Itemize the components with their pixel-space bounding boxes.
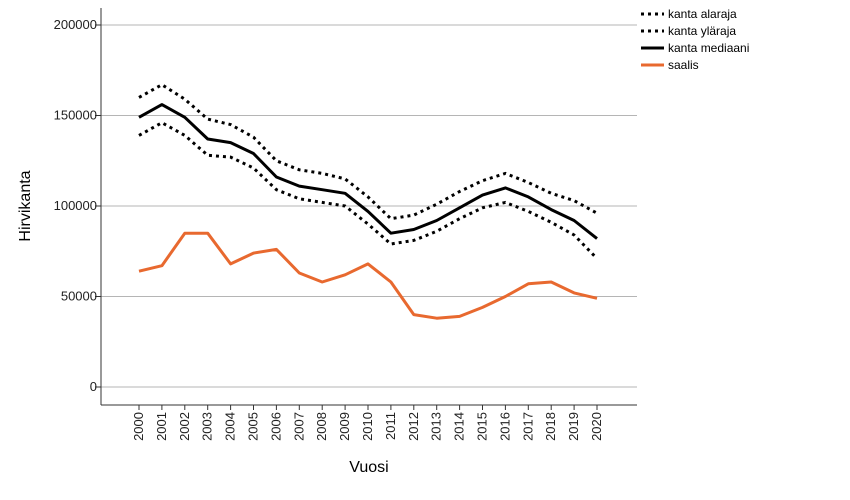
legend: kanta alaraja kanta yläraja kanta mediaani… bbox=[641, 7, 749, 72]
x-axis-title: Vuosi bbox=[349, 459, 388, 476]
series-line-1 bbox=[138, 121, 599, 260]
x-tick-label: 2019 bbox=[566, 412, 581, 441]
x-tick-label: 2015 bbox=[475, 412, 490, 441]
series-line-3 bbox=[138, 103, 598, 240]
series-line-4 bbox=[138, 231, 598, 320]
x-tick-label: 2003 bbox=[200, 412, 215, 441]
legend-label: kanta mediaani bbox=[668, 41, 749, 55]
legend-label: kanta alaraja bbox=[668, 7, 737, 21]
y-tick-label: 200000 bbox=[54, 17, 97, 32]
y-axis-title: Hirvikanta bbox=[17, 170, 34, 241]
x-tick-label: 2006 bbox=[268, 412, 283, 441]
x-tick-label: 2004 bbox=[223, 412, 238, 441]
y-axis-ticks: 0 50000 100000 150000 200000 bbox=[54, 17, 101, 394]
x-tick-label: 2014 bbox=[452, 412, 467, 441]
x-tick-label: 2002 bbox=[177, 412, 192, 441]
y-tick-label: 0 bbox=[90, 379, 97, 394]
legend-label: saalis bbox=[668, 58, 699, 72]
x-tick-label: 2011 bbox=[383, 412, 398, 440]
x-tick-label: 2020 bbox=[589, 412, 604, 441]
x-tick-label: 2001 bbox=[154, 412, 169, 441]
x-axis-ticks: 2000 2001 2002 2003 2004 2005 2006 2007 2008 2009… bbox=[131, 405, 604, 441]
x-tick-label: 2007 bbox=[291, 412, 306, 441]
x-tick-label: 2009 bbox=[337, 412, 352, 441]
x-tick-label: 2005 bbox=[246, 412, 261, 441]
x-tick-label: 2010 bbox=[360, 412, 375, 441]
legend-label: kanta yläraja bbox=[668, 24, 736, 38]
x-tick-label: 2013 bbox=[429, 412, 444, 441]
x-tick-label: 2016 bbox=[497, 412, 512, 441]
x-tick-label: 2012 bbox=[406, 412, 421, 441]
x-tick-label: 2017 bbox=[520, 412, 535, 441]
x-tick-label: 2000 bbox=[131, 412, 146, 441]
gridlines bbox=[101, 24, 637, 388]
y-tick-label: 100000 bbox=[54, 198, 97, 213]
x-tick-label: 2008 bbox=[314, 412, 329, 441]
x-tick-label: 2018 bbox=[543, 412, 558, 441]
y-tick-label: 150000 bbox=[54, 108, 97, 123]
series-lines bbox=[138, 83, 599, 320]
y-tick-label: 50000 bbox=[61, 289, 97, 304]
series-line-2 bbox=[138, 83, 598, 221]
